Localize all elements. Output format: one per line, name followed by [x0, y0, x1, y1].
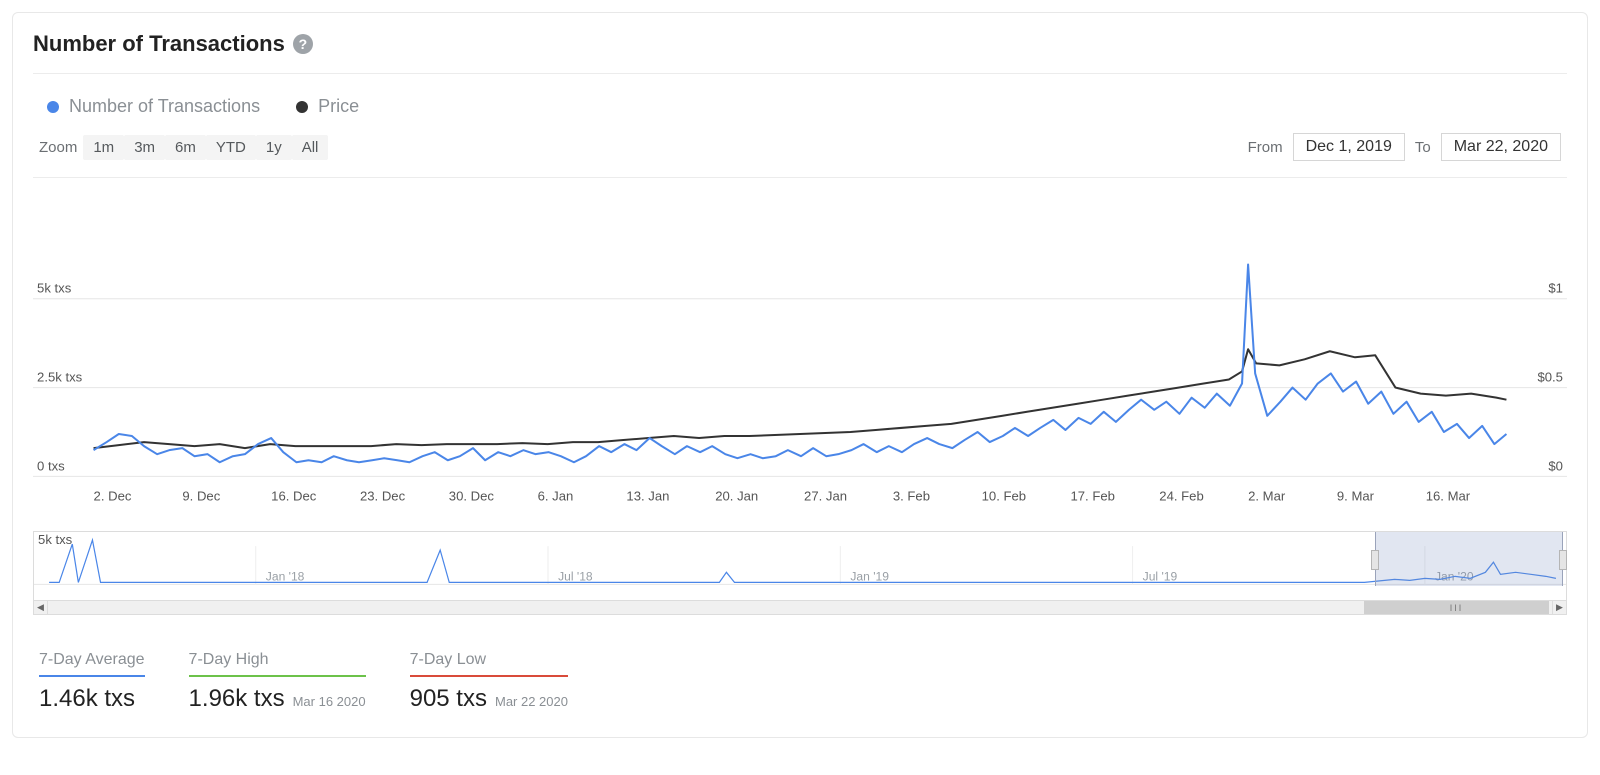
legend-label-price: Price — [318, 96, 359, 117]
from-date-input[interactable]: Dec 1, 2019 — [1293, 133, 1405, 161]
zoom-label: Zoom — [39, 139, 77, 156]
stat-value-row: 905 txs Mar 22 2020 — [410, 685, 568, 713]
stat-label: 7-Day Low — [410, 651, 568, 677]
zoom-all-button[interactable]: All — [292, 135, 329, 160]
zoom-1m-button[interactable]: 1m — [83, 135, 124, 160]
stat-value: 1.96k txs — [189, 685, 285, 713]
panel-title: Number of Transactions — [33, 31, 285, 57]
stat-value-row: 1.96k txs Mar 16 2020 — [189, 685, 366, 713]
stat-date: Mar 22 2020 — [495, 694, 568, 709]
svg-text:2.5k txs: 2.5k txs — [37, 370, 83, 385]
zoom-1y-button[interactable]: 1y — [256, 135, 292, 160]
divider — [33, 73, 1567, 74]
legend-item-transactions[interactable]: Number of Transactions — [47, 96, 260, 117]
title-row: Number of Transactions ? — [33, 31, 1567, 57]
legend-label-transactions: Number of Transactions — [69, 96, 260, 117]
svg-text:Jul '18: Jul '18 — [558, 569, 593, 583]
chart-panel: Number of Transactions ? Number of Trans… — [12, 12, 1588, 738]
help-icon[interactable]: ? — [293, 34, 313, 54]
zoom-ytd-button[interactable]: YTD — [206, 135, 256, 160]
svg-text:3. Feb: 3. Feb — [893, 489, 930, 504]
navigator-scroll-thumb[interactable]: III — [1364, 601, 1549, 614]
legend-item-price[interactable]: Price — [296, 96, 359, 117]
svg-text:Jan '19: Jan '19 — [850, 569, 889, 583]
divider — [33, 177, 1567, 178]
stat-date: Mar 16 2020 — [293, 694, 366, 709]
to-label: To — [1415, 139, 1431, 156]
svg-text:9. Mar: 9. Mar — [1337, 489, 1375, 504]
svg-text:$0.5: $0.5 — [1537, 370, 1563, 385]
navigator-scroll-left-icon[interactable]: ◀ — [34, 601, 48, 614]
svg-text:13. Jan: 13. Jan — [626, 489, 669, 504]
svg-text:23. Dec: 23. Dec — [360, 489, 406, 504]
main-chart-area: 0 txs 2.5k txs 5k txs $0 $0.5 $1 2. Dec 9. Dec 1… — [33, 214, 1567, 517]
svg-text:2. Dec: 2. Dec — [94, 489, 132, 504]
svg-text:30. Dec: 30. Dec — [449, 489, 495, 504]
legend-dot-price — [296, 101, 308, 113]
navigator-scrollbar: ◀ III ▶ — [34, 600, 1566, 614]
svg-text:10. Feb: 10. Feb — [982, 489, 1026, 504]
stat-label: 7-Day High — [189, 651, 366, 677]
zoom-3m-button[interactable]: 3m — [124, 135, 165, 160]
navigator-scroll-track[interactable]: III — [48, 601, 1552, 614]
stat-block: 7-Day Average 1.46k txs — [39, 651, 145, 713]
navigator-chart[interactable]: 5k txsJan '18Jul '18Jan '19Jul '19Jan '2… — [33, 531, 1567, 616]
stats-row: 7-Day Average 1.46k txs 7-Day High 1.96k tx… — [33, 651, 1567, 713]
svg-text:16. Mar: 16. Mar — [1426, 489, 1471, 504]
svg-text:20. Jan: 20. Jan — [715, 489, 758, 504]
navigator-grip-right[interactable] — [1559, 550, 1567, 570]
legend-dot-transactions — [47, 101, 59, 113]
navigator-svg: 5k txsJan '18Jul '18Jan '19Jul '19Jan '2… — [34, 532, 1566, 601]
stat-value: 905 txs — [410, 685, 487, 713]
svg-text:Jul '19: Jul '19 — [1143, 569, 1178, 583]
stat-value-row: 1.46k txs — [39, 685, 145, 713]
svg-text:9. Dec: 9. Dec — [182, 489, 220, 504]
main-chart[interactable]: 0 txs 2.5k txs 5k txs $0 $0.5 $1 2. Dec 9. Dec 1… — [33, 214, 1567, 517]
stat-block: 7-Day Low 905 txs Mar 22 2020 — [410, 651, 568, 713]
svg-text:2. Mar: 2. Mar — [1248, 489, 1286, 504]
legend: Number of Transactions Price — [33, 90, 1567, 121]
svg-text:$0: $0 — [1548, 458, 1563, 473]
svg-text:6. Jan: 6. Jan — [538, 489, 574, 504]
to-date-input[interactable]: Mar 22, 2020 — [1441, 133, 1561, 161]
svg-text:Jan '18: Jan '18 — [266, 569, 305, 583]
stat-block: 7-Day High 1.96k txs Mar 16 2020 — [189, 651, 366, 713]
from-label: From — [1248, 139, 1283, 156]
svg-text:17. Feb: 17. Feb — [1070, 489, 1114, 504]
svg-text:16. Dec: 16. Dec — [271, 489, 317, 504]
navigator-selection[interactable] — [1375, 532, 1563, 586]
svg-text:$1: $1 — [1548, 281, 1563, 296]
navigator-grip-left[interactable] — [1371, 550, 1379, 570]
svg-text:24. Feb: 24. Feb — [1159, 489, 1203, 504]
svg-text:27. Jan: 27. Jan — [804, 489, 847, 504]
svg-text:5k txs: 5k txs — [38, 532, 73, 547]
date-range-group: From Dec 1, 2019 To Mar 22, 2020 — [1248, 133, 1561, 161]
zoom-group: Zoom 1m3m6mYTD1yAll — [39, 135, 328, 160]
navigator-scroll-right-icon[interactable]: ▶ — [1552, 601, 1566, 614]
svg-text:5k txs: 5k txs — [37, 281, 72, 296]
stat-label: 7-Day Average — [39, 651, 145, 677]
zoom-6m-button[interactable]: 6m — [165, 135, 206, 160]
controls-row: Zoom 1m3m6mYTD1yAll From Dec 1, 2019 To … — [33, 127, 1567, 161]
svg-text:0 txs: 0 txs — [37, 458, 65, 473]
stat-value: 1.46k txs — [39, 685, 135, 713]
